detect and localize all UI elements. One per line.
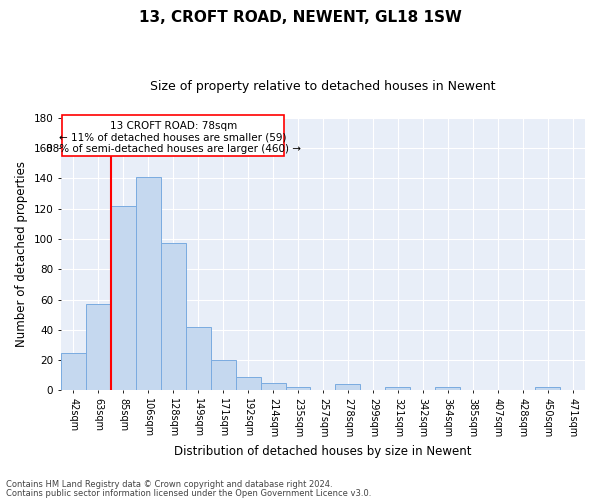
Text: Contains public sector information licensed under the Open Government Licence v3: Contains public sector information licen… — [6, 490, 371, 498]
Bar — [335, 384, 361, 390]
Y-axis label: Number of detached properties: Number of detached properties — [15, 161, 28, 347]
Bar — [236, 377, 260, 390]
Bar — [136, 177, 161, 390]
Text: Contains HM Land Registry data © Crown copyright and database right 2024.: Contains HM Land Registry data © Crown c… — [6, 480, 332, 489]
Title: Size of property relative to detached houses in Newent: Size of property relative to detached ho… — [150, 80, 496, 93]
Bar — [111, 206, 136, 390]
Bar — [385, 388, 410, 390]
Bar — [86, 304, 111, 390]
Text: 13 CROFT ROAD: 78sqm: 13 CROFT ROAD: 78sqm — [110, 121, 237, 131]
Bar — [260, 383, 286, 390]
Text: ← 11% of detached houses are smaller (59): ← 11% of detached houses are smaller (59… — [59, 132, 287, 142]
Bar — [286, 388, 310, 390]
X-axis label: Distribution of detached houses by size in Newent: Distribution of detached houses by size … — [174, 444, 472, 458]
Bar — [211, 360, 236, 390]
Bar — [161, 244, 186, 390]
Bar — [61, 352, 86, 391]
Bar — [186, 327, 211, 390]
FancyBboxPatch shape — [62, 114, 284, 156]
Bar — [435, 388, 460, 390]
Text: 13, CROFT ROAD, NEWENT, GL18 1SW: 13, CROFT ROAD, NEWENT, GL18 1SW — [139, 10, 461, 25]
Text: 88% of semi-detached houses are larger (460) →: 88% of semi-detached houses are larger (… — [46, 144, 301, 154]
Bar — [535, 388, 560, 390]
